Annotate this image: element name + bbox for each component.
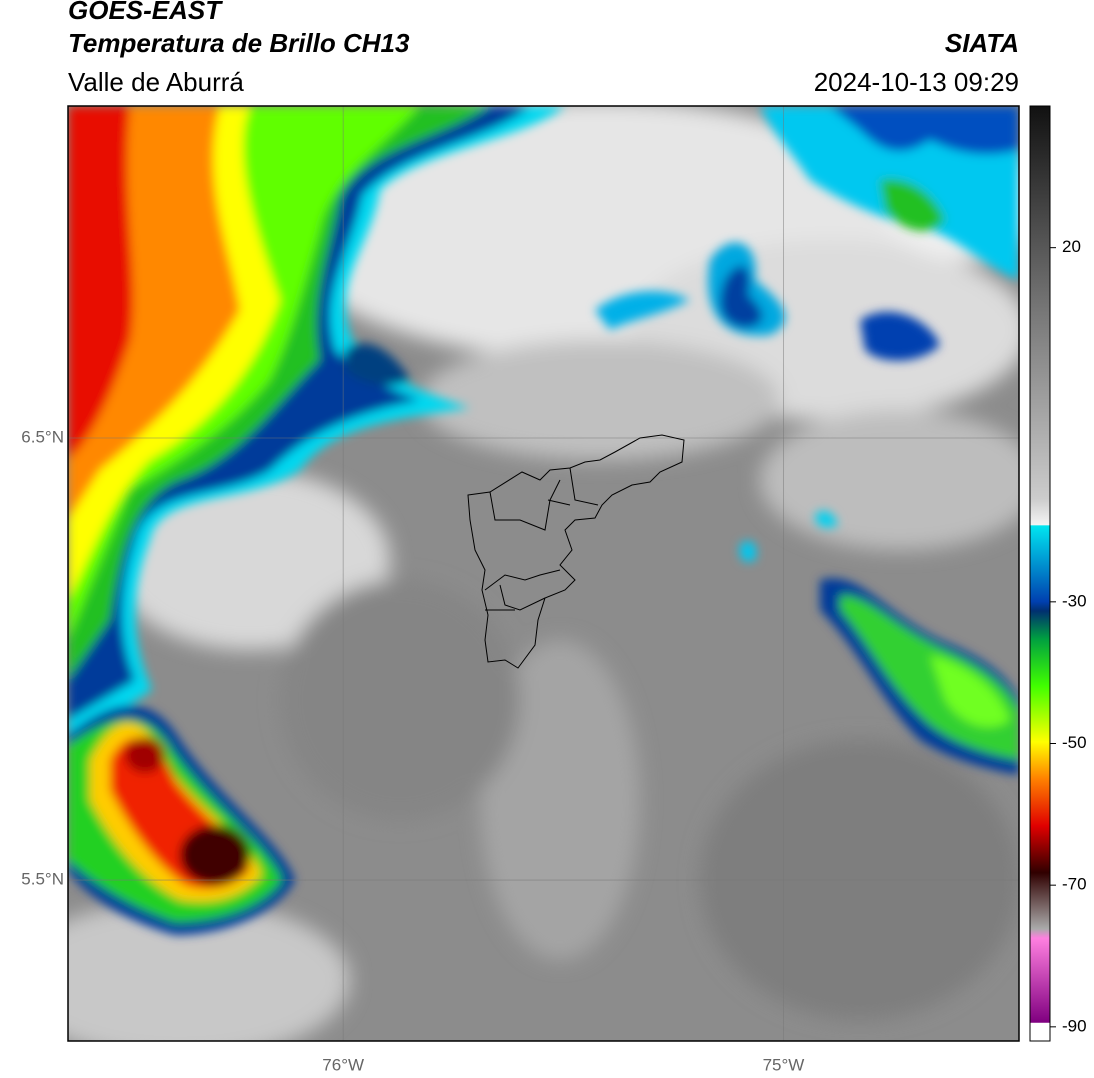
colorbar-tick-label: -30	[1062, 591, 1087, 610]
colorbar-ticks: 20 -30 -50 -70 -90	[1050, 237, 1087, 1035]
colorbar-tick-label: -50	[1062, 733, 1087, 752]
product: Temperatura de Brillo CH13	[68, 28, 410, 58]
colorbar-tick-label: 20	[1062, 237, 1081, 256]
lat-label: 6.5°N	[21, 427, 64, 446]
valle-de-aburra-outline	[467, 434, 685, 669]
satellite-image	[68, 106, 1019, 1041]
colorbar-tick-label: -90	[1062, 1016, 1087, 1035]
agency: SIATA	[945, 28, 1019, 58]
lat-label: 5.5°N	[21, 870, 64, 889]
lon-label: 75°W	[763, 1055, 805, 1074]
graticule	[68, 106, 1019, 1041]
lon-label: 76°W	[322, 1055, 364, 1074]
satellite: GOES-EAST	[68, 0, 223, 25]
region: Valle de Aburrá	[68, 67, 244, 97]
map-frame	[67, 105, 1020, 1042]
datetime: 2024-10-13 09:29	[814, 67, 1019, 97]
colorbar	[1029, 105, 1051, 1042]
colorbar-tick-label: -70	[1062, 875, 1087, 894]
